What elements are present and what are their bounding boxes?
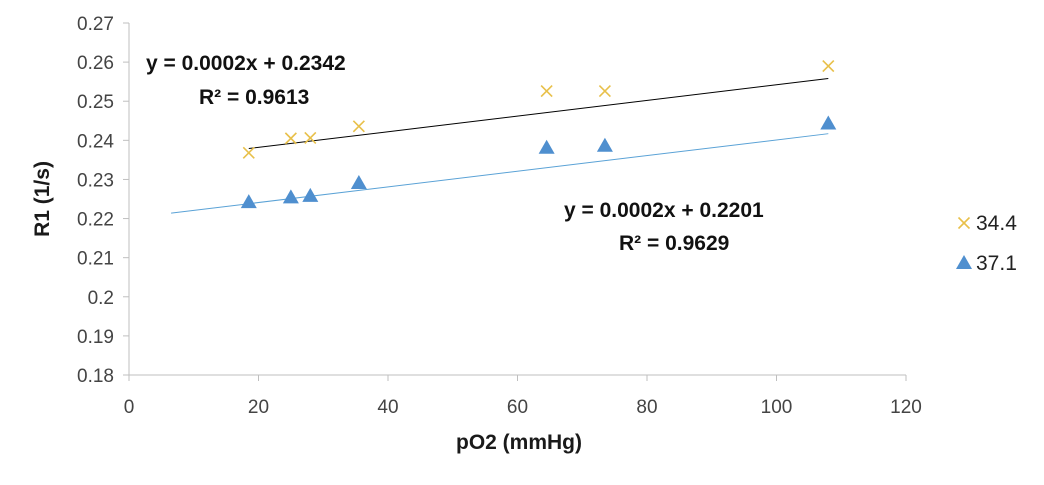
y-tick-label: 0.19 bbox=[77, 327, 114, 348]
y-tick-label: 0.21 bbox=[77, 249, 114, 270]
data-point-series-1 bbox=[822, 59, 835, 73]
data-point-series-2 bbox=[240, 194, 257, 209]
data-point-series-2 bbox=[302, 187, 319, 202]
data-point-series-1 bbox=[540, 84, 553, 98]
data-point-series-1 bbox=[598, 84, 611, 98]
legend: 34.4 37.1 bbox=[956, 212, 1017, 275]
y-tick-label: 0.2 bbox=[88, 288, 114, 309]
series2-equation: y = 0.0002x + 0.2201 bbox=[564, 199, 764, 222]
data-point-series-1 bbox=[284, 132, 297, 145]
data-point-series-1 bbox=[242, 146, 255, 159]
legend-marker-34-4 bbox=[957, 216, 971, 230]
y-tick-label: 0.23 bbox=[77, 170, 114, 191]
x-tick-label: 120 bbox=[890, 397, 922, 418]
legend-label-37-1: 37.1 bbox=[976, 252, 1017, 275]
x-tick-label: 60 bbox=[507, 397, 528, 418]
data-point-series-1 bbox=[352, 120, 365, 133]
x-tick-label: 80 bbox=[636, 397, 657, 418]
y-tick-label: 0.24 bbox=[77, 131, 114, 152]
legend-label-34-4: 34.4 bbox=[976, 212, 1017, 235]
y-tick-label: 0.25 bbox=[77, 92, 114, 113]
axes bbox=[128, 23, 906, 376]
series1-equation: y = 0.0002x + 0.2342 bbox=[146, 52, 346, 75]
data-point-series-2 bbox=[820, 115, 837, 130]
y-tick-label: 0.27 bbox=[77, 14, 114, 35]
trendline-series-2 bbox=[171, 133, 829, 214]
x-axis-title: pO2 (mmHg) bbox=[456, 431, 582, 454]
legend-marker-37-1 bbox=[956, 255, 972, 269]
x-tick-label: 20 bbox=[248, 397, 269, 418]
y-tick-label: 0.22 bbox=[77, 210, 114, 231]
y-tick-label: 0.26 bbox=[77, 53, 114, 74]
data-point-series-1 bbox=[304, 131, 317, 145]
x-tick-label: 0 bbox=[124, 397, 135, 418]
y-tick-label: 0.18 bbox=[77, 366, 114, 387]
x-tick-label: 40 bbox=[377, 397, 398, 418]
data-point-series-2 bbox=[538, 139, 555, 154]
x-tick-label: 100 bbox=[761, 397, 793, 418]
data-point-series-2 bbox=[350, 174, 367, 189]
trendline-series-1 bbox=[248, 78, 829, 150]
series2-r-squared: R² = 0.9629 bbox=[619, 232, 729, 255]
series1-r-squared: R² = 0.9613 bbox=[199, 86, 309, 109]
data-point-series-2 bbox=[596, 137, 613, 152]
y-axis-title: R1 (1/s) bbox=[31, 161, 54, 237]
data-point-series-2 bbox=[282, 189, 299, 204]
